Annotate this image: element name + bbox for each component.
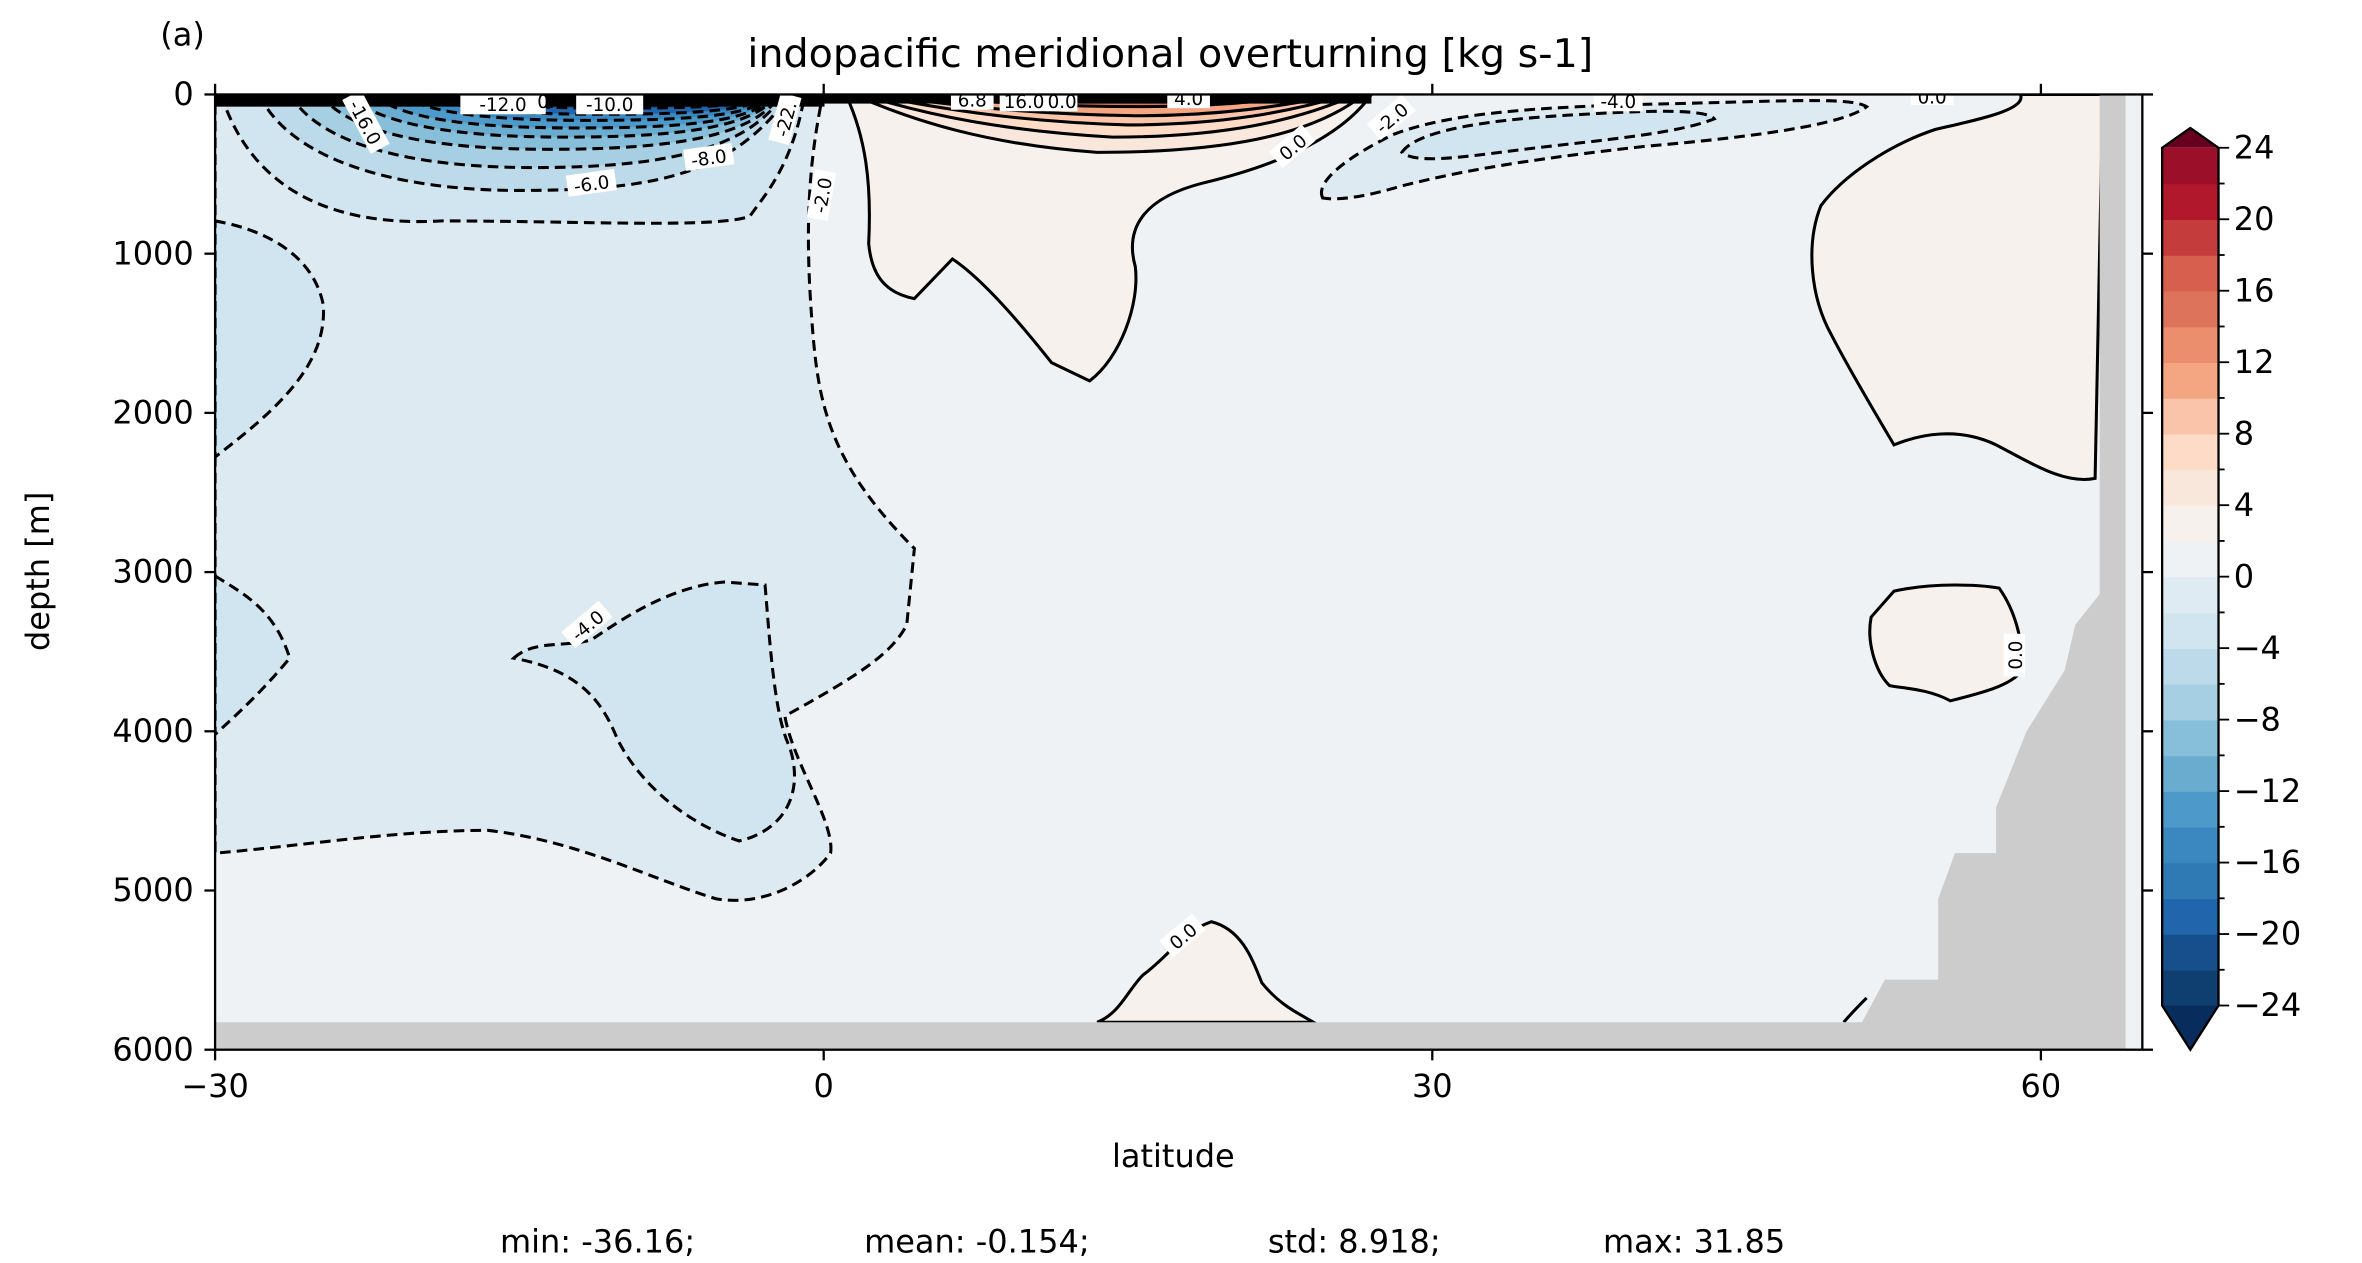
- colorbar-tick-label: −8: [2234, 700, 2281, 738]
- contour-label: 16.0: [1004, 92, 1045, 113]
- colorbar-bin: [2162, 612, 2219, 649]
- colorbar-bin: [2162, 290, 2219, 328]
- colorbar-bin: [2162, 469, 2219, 506]
- dense-surface-contours-north: [822, 94, 1372, 104]
- x-tick-label: 0: [814, 1067, 834, 1105]
- contour-labels: -12.0 0.0 -10.0 -16.0 -22. -8.0 -6.0 -2.…: [342, 88, 2027, 958]
- stat-mean: mean: -0.154;: [864, 1222, 1090, 1260]
- contour-region-deep-positive-north: [1868, 583, 2024, 703]
- plot-area: -12.0 0.0 -10.0 -16.0 -22. -8.0 -6.0 -2.…: [215, 88, 2143, 1050]
- contour-label: -4.0: [1600, 92, 1636, 113]
- colorbar-bin: [2162, 576, 2219, 614]
- colorbar-tick-label: −16: [2234, 843, 2302, 881]
- contour-region-minus4-center: [510, 580, 796, 843]
- y-tick-label: 2000: [112, 394, 193, 432]
- colorbar-bin: [2162, 648, 2219, 685]
- panel-label: (a): [160, 16, 205, 54]
- colorbar-bin: [2162, 433, 2219, 471]
- colorbar-bin: [2162, 898, 2219, 935]
- contour-region-minus4-left2: [215, 574, 292, 737]
- colorbar-bin: [2162, 934, 2219, 971]
- y-axis-label: depth [m]: [19, 492, 57, 651]
- contour-label: 0.0: [537, 92, 566, 113]
- colorbar-tick-label: 20: [2234, 200, 2275, 238]
- axes: −30 0 30 60 0 1000 2000 3000 4000 5000 6000: [112, 75, 2154, 1105]
- colorbar-bin: [2162, 397, 2219, 435]
- colorbar-bin: [2162, 362, 2219, 399]
- colorbar-tick-label: 24: [2234, 128, 2275, 166]
- colorbar-bin: [2162, 183, 2219, 221]
- contour-region-minus4-left: [215, 219, 325, 459]
- contour-label: 0.0: [1918, 88, 1947, 109]
- contour-label: 4.0: [1174, 89, 1203, 110]
- colorbar-over-arrow: [2162, 127, 2219, 148]
- x-tick-label: 60: [2021, 1067, 2062, 1105]
- colorbar-under-arrow: [2162, 1005, 2219, 1050]
- contour-region-north-minus4: [1399, 109, 1717, 161]
- y-tick-label: 6000: [112, 1030, 193, 1068]
- stat-max: max: 31.85: [1603, 1222, 1785, 1260]
- colorbar-bin: [2162, 254, 2219, 292]
- colorbar-tick-label: 0: [2234, 557, 2254, 595]
- colorbar-bin: [2162, 969, 2219, 1007]
- x-tick-label: −30: [181, 1067, 249, 1105]
- colorbar-bin: [2162, 683, 2219, 721]
- colorbar-bin: [2162, 326, 2219, 363]
- y-tick-label: 4000: [112, 712, 193, 750]
- colorbar-tick-label: 16: [2234, 271, 2275, 309]
- colorbar-bin: [2162, 791, 2219, 828]
- contour-label: 0.0: [2006, 641, 2027, 670]
- stat-std: std: 8.918;: [1268, 1222, 1441, 1260]
- stat-min: min: -36.16;: [500, 1222, 695, 1260]
- contour-region-bottom-positive: [1096, 920, 1320, 1024]
- x-tick-label: 30: [1412, 1067, 1453, 1105]
- contour-line-bottom-right: [1842, 996, 1868, 1024]
- colorbar: 24 20 16 12 8 4 0 −4 −8 −12 −16 −20 −24: [2161, 126, 2302, 1052]
- x-axis-label: latitude: [1112, 1137, 1235, 1175]
- colorbar-bin: [2162, 505, 2219, 542]
- colorbar-bin: [2162, 755, 2219, 792]
- y-tick-label: 3000: [112, 553, 193, 591]
- colorbar-bin: [2162, 862, 2219, 900]
- colorbar-tick-label: −24: [2234, 986, 2302, 1024]
- contour-label: -10.0: [586, 95, 633, 116]
- chart-title: indopacific meridional overturning [kg s…: [747, 31, 1593, 77]
- colorbar-bin: [2162, 540, 2219, 578]
- colorbar-tick-label: 4: [2234, 486, 2254, 524]
- contour-region-far-north-positive: [1810, 94, 2105, 481]
- contour-label: -8.0: [690, 146, 728, 172]
- y-tick-label: 0: [173, 75, 193, 113]
- colorbar-bin: [2162, 219, 2219, 256]
- stats-line: min: -36.16; mean: -0.154; std: 8.918; m…: [500, 1222, 1785, 1260]
- y-tick-label: 5000: [112, 871, 193, 909]
- colorbar-bin: [2162, 719, 2219, 757]
- colorbar-tick-label: 8: [2234, 414, 2254, 452]
- colorbar-bin: [2162, 147, 2219, 185]
- colorbar-tick-label: −4: [2234, 629, 2281, 667]
- colorbar-tick-label: −12: [2234, 772, 2302, 810]
- y-tick-label: 1000: [112, 234, 193, 272]
- colorbar-tick-label: 12: [2234, 343, 2275, 381]
- contour-label: -6.0: [573, 172, 611, 198]
- colorbar-bin: [2162, 826, 2219, 864]
- contour-label: -12.0: [479, 95, 526, 116]
- contour-label: 0.0: [1048, 92, 1077, 113]
- contour-label: 6.8: [958, 91, 987, 112]
- contour-region-north-minus2: [1319, 99, 1870, 201]
- colorbar-tick-label: −20: [2234, 915, 2302, 953]
